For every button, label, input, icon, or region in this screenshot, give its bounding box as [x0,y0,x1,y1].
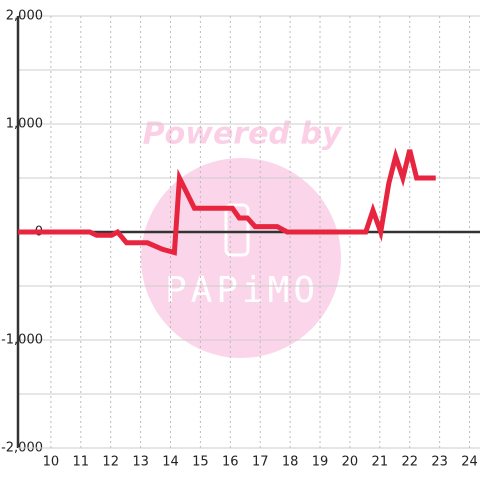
x-tick-label: 10 [43,455,60,470]
watermark-logo: PAPiMO [165,270,319,311]
x-tick-label: 21 [372,455,389,470]
x-tick-label: 13 [132,455,149,470]
x-tick-label: 15 [192,455,209,470]
x-tick-label: 16 [222,455,239,470]
x-tick-label: 23 [431,455,448,470]
watermark-circle [141,158,341,358]
x-tick-label: 20 [342,455,359,470]
x-tick-label: 17 [252,455,269,470]
x-tick-label: 19 [312,455,329,470]
watermark-text: Powered by [143,117,343,152]
y-tick-label: 1,000 [6,117,43,132]
x-tick-label: 22 [401,455,418,470]
x-tick-label: 12 [102,455,119,470]
x-tick-label: 14 [162,455,179,470]
x-tick-label: 11 [73,455,90,470]
y-tick-label: -1,000 [1,333,43,348]
x-tick-label: 18 [282,455,299,470]
x-tick-label: 24 [461,455,478,470]
line [18,147,436,256]
y-tick-label: 2,000 [6,9,43,24]
watermark-icon [224,203,250,257]
